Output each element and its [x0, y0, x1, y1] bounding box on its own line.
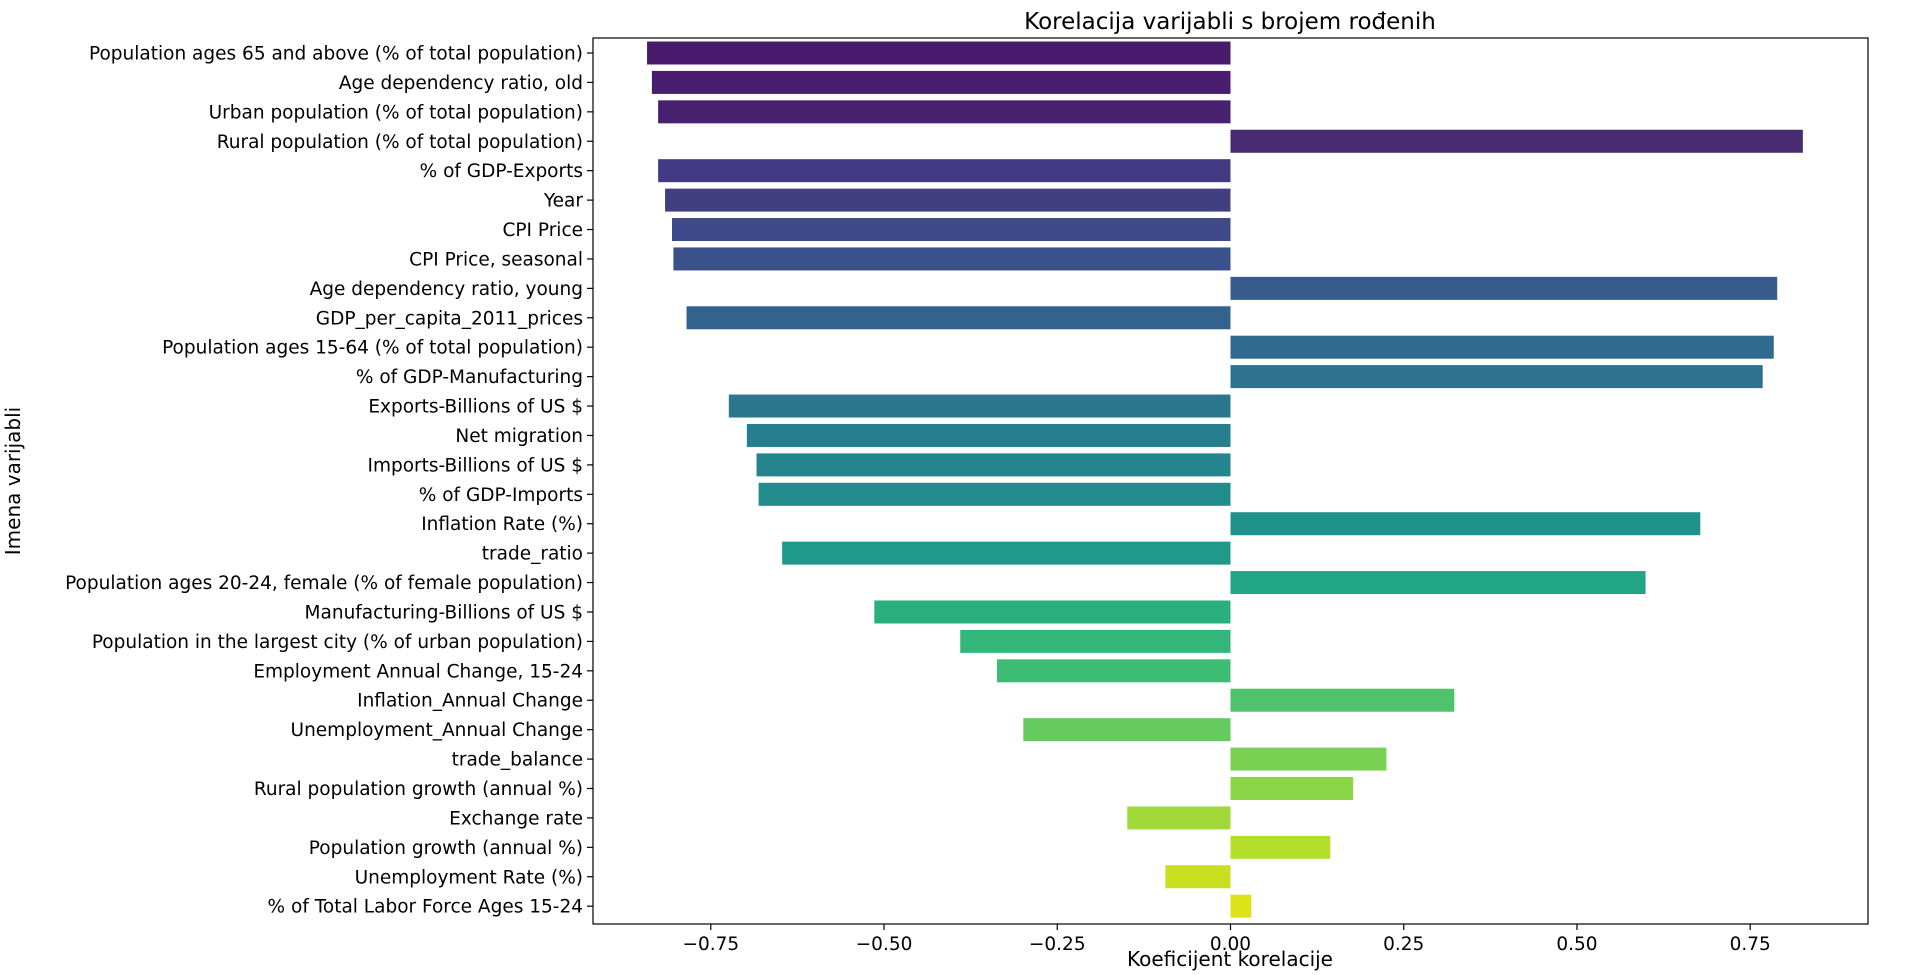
y-tick-label: Unemployment Rate (%) — [355, 867, 583, 888]
bar-27 — [1230, 835, 1331, 859]
y-tick-label: Exports-Billions of US $ — [368, 397, 583, 418]
y-tick-label: GDP_per_capita_2011_prices — [316, 308, 583, 329]
y-tick-label: % of Total Labor Force Ages 15-24 — [268, 897, 583, 918]
bar-19 — [874, 600, 1231, 624]
y-tick-label: Age dependency ratio, old — [339, 73, 583, 94]
y-tick-label: trade_ratio — [482, 544, 583, 565]
bar-7 — [673, 247, 1231, 271]
bar-26 — [1127, 806, 1231, 830]
y-tick-label: Inflation Rate (%) — [421, 514, 583, 535]
x-axis-ticks: −0.75 −0.50 −0.25 0.00 0.25 0.50 0.75 — [682, 924, 1771, 955]
y-tick-label: Employment Annual Change, 15-24 — [253, 661, 583, 682]
bar-24 — [1230, 747, 1387, 771]
y-tick-label: % of GDP-Imports — [419, 485, 583, 506]
y-tick-label: trade_balance — [452, 750, 583, 771]
y-tick-label: Unemployment_Annual Change — [291, 720, 583, 741]
bar-18 — [1230, 571, 1646, 595]
bar-15 — [758, 482, 1231, 506]
x-tick-label: −0.25 — [1029, 934, 1086, 955]
x-axis-title: Koeficijent korelacije — [1127, 947, 1333, 971]
bar-5 — [665, 188, 1231, 212]
y-tick-label: Population ages 65 and above (% of total… — [89, 44, 583, 65]
bar-22 — [1230, 688, 1455, 712]
y-tick-label: Population ages 20-24, female (% of fema… — [65, 573, 583, 594]
y-tick-label: Manufacturing-Billions of US $ — [305, 602, 583, 623]
y-tick-label: Net migration — [455, 426, 583, 447]
bar-8 — [1230, 276, 1778, 300]
bar-13 — [746, 423, 1231, 447]
bar-3 — [1230, 129, 1803, 153]
y-tick-label: Population ages 15-64 (% of total popula… — [162, 338, 583, 359]
bars-group — [647, 41, 1803, 918]
y-axis-ticks: Population ages 65 and above (% of total… — [65, 44, 593, 918]
y-axis-title: Imena varijabli — [1, 407, 25, 555]
y-tick-label: Exchange rate — [449, 808, 583, 829]
y-tick-label: CPI Price, seasonal — [409, 249, 583, 270]
bar-12 — [728, 394, 1231, 418]
y-tick-label: % of GDP-Manufacturing — [356, 367, 583, 388]
bar-9 — [686, 306, 1231, 330]
bar-25 — [1230, 777, 1354, 800]
x-tick-label: 0.75 — [1730, 934, 1771, 955]
y-tick-label: Rural population growth (annual %) — [254, 779, 583, 800]
y-tick-label: Population in the largest city (% of urb… — [92, 632, 583, 653]
y-tick-label: Population growth (annual %) — [309, 838, 583, 859]
y-tick-label: Age dependency ratio, young — [310, 279, 583, 300]
bar-28 — [1165, 865, 1231, 889]
bar-4 — [658, 159, 1231, 183]
x-tick-label: 0.25 — [1383, 934, 1424, 955]
x-tick-label: −0.50 — [856, 934, 913, 955]
bar-20 — [960, 629, 1231, 653]
y-tick-label: Inflation_Annual Change — [357, 691, 583, 712]
bar-14 — [756, 453, 1231, 477]
bar-23 — [1023, 718, 1231, 742]
chart-title: Korelacija varijabli s brojem rođenih — [1024, 9, 1436, 35]
bar-0 — [647, 41, 1231, 65]
y-tick-label: % of GDP-Exports — [420, 161, 583, 182]
bar-29 — [1230, 894, 1252, 918]
y-tick-label: Imports-Billions of US $ — [367, 455, 583, 476]
bar-17 — [782, 541, 1231, 565]
bar-1 — [651, 70, 1231, 94]
bar-11 — [1230, 365, 1763, 389]
bar-6 — [671, 218, 1231, 242]
bar-21 — [996, 659, 1231, 683]
x-tick-label: 0.50 — [1556, 934, 1597, 955]
bar-10 — [1230, 335, 1774, 359]
bar-2 — [658, 100, 1231, 124]
y-tick-label: Year — [543, 191, 584, 212]
y-tick-label: CPI Price — [502, 220, 583, 241]
bar-16 — [1230, 512, 1701, 536]
x-tick-label: 0.00 — [1210, 934, 1251, 955]
y-tick-label: Urban population (% of total population) — [209, 102, 583, 123]
y-tick-label: Rural population (% of total population) — [217, 132, 583, 153]
x-tick-label: −0.75 — [682, 934, 739, 955]
